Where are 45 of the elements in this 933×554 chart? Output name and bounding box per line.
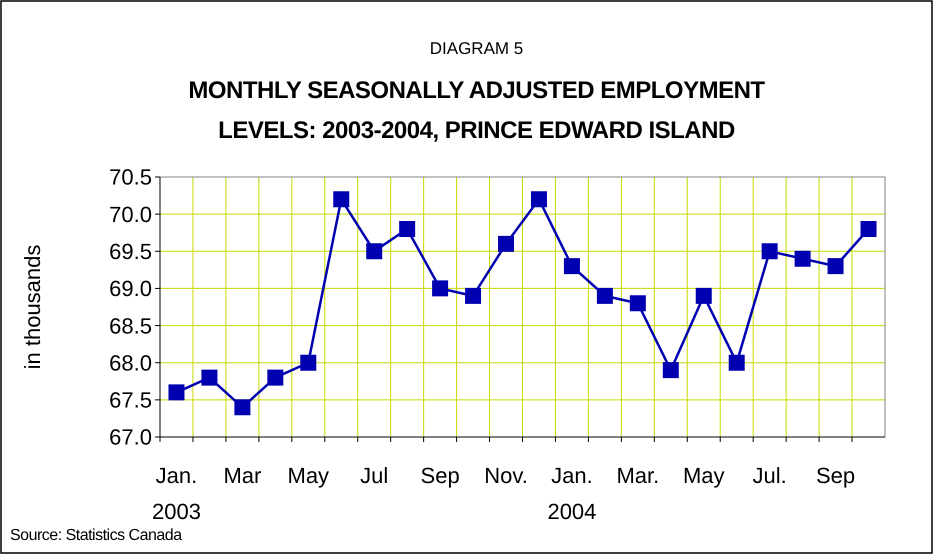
point [432,280,448,296]
point [762,243,778,260]
point [498,236,514,252]
y-tick-label: 67.0 [109,424,152,450]
point [728,354,745,371]
point [860,221,877,237]
x-tick-label: Jul. [752,463,787,488]
point [333,191,350,208]
x-tick-label: Mar [223,463,262,488]
point [300,354,316,371]
x-tick-label: Nov. [484,463,528,488]
point [564,258,580,274]
point [530,191,547,208]
point [696,288,712,304]
x-tick-label: May [288,463,330,488]
y-tick-label: 69.0 [109,276,152,302]
point [201,370,218,386]
y-axis-title: in thousands [20,244,45,370]
point [465,288,482,304]
x-tick-label: Sep [420,463,460,488]
point [234,399,250,416]
chart-subtitle: DIAGRAM 5 [430,39,524,58]
point [399,221,416,237]
y-tick-label: 70.0 [109,202,152,227]
x-tick-label: Jan. 2004 [547,463,596,524]
x-tick-label: Mar. [616,463,660,488]
y-tick-label: 68.0 [109,350,152,376]
point [662,362,679,378]
y-tick-label: 70.5 [109,164,152,190]
source-note: Source: Statistics Canada [10,527,182,544]
chart-title: MONTHLY SEASONALLY ADJUSTED EMPLOYMENT LEVELS: 2003-2004, PRINCE EDWARD ISLAND [188,77,766,144]
point [267,370,284,386]
point [630,295,646,312]
x-tick-label: May [682,463,725,488]
x-tick-label: Sep [816,463,856,488]
y-tick-label: 68.5 [109,313,152,338]
x-tick-label: Jul [360,463,388,488]
y-tick-label: 69.5 [109,238,152,264]
point [596,288,613,304]
x-tick-label: Jan. 2003 [152,463,201,524]
point [366,243,382,260]
point [828,258,844,274]
y-tick-label: 67.5 [109,388,152,413]
point [168,384,184,400]
point [794,250,811,267]
